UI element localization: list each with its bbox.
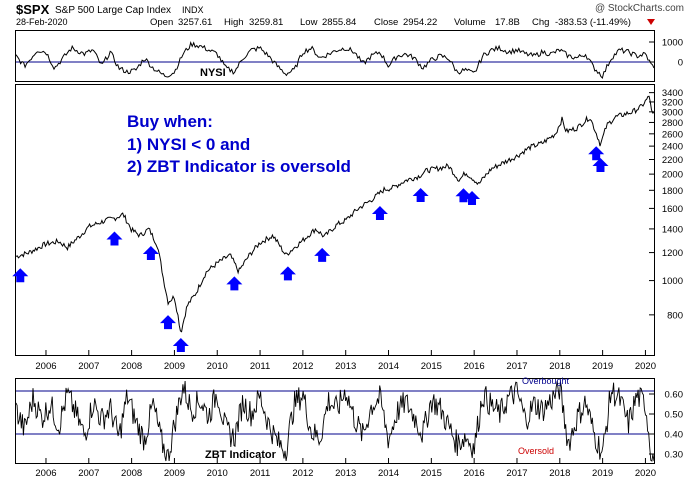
zbt-tick-label: 0.60: [665, 390, 684, 401]
price-tick-label: 3400: [662, 88, 683, 99]
buy-signal-arrow-icon: [464, 190, 481, 205]
year-label: 2006: [35, 468, 56, 479]
buy-signal-arrow-icon: [106, 231, 123, 246]
price-tick-label: 2800: [662, 118, 683, 129]
spx-price-line: [15, 95, 655, 333]
price-tick-label: 1600: [662, 204, 683, 215]
close-value: 2954.22: [403, 17, 437, 28]
zbt-title: ZBT Indicator: [205, 449, 277, 461]
buy-signal-arrow-icon: [279, 266, 296, 281]
buy-signal-arrow-icon: [226, 276, 243, 291]
price-tick-label: 2000: [662, 170, 683, 181]
zbt-plot: 0.60 0.50 0.40 0.30: [15, 380, 684, 462]
volume-label: Volume: [454, 17, 486, 28]
year-label: 2020: [635, 468, 656, 479]
chg-value: -383.53 (-11.49%): [555, 17, 631, 28]
open-value: 3257.61: [178, 17, 212, 28]
price-tick-label: 3200: [662, 97, 683, 108]
buy-signal-arrow-icon: [12, 268, 29, 283]
annotation-title: Buy when:: [127, 112, 213, 131]
low-value: 2855.84: [322, 17, 356, 28]
year-label: 2008: [121, 361, 142, 372]
buy-signal-arrow-icon: [592, 157, 609, 172]
year-label: 2012: [292, 468, 313, 479]
year-label: 2010: [207, 468, 228, 479]
buy-signal-arrow-icon: [412, 188, 429, 203]
year-label: 2017: [506, 468, 527, 479]
year-label: 2007: [78, 468, 99, 479]
price-tick-label: 2600: [662, 129, 683, 140]
zbt-panel: [15, 378, 655, 464]
buy-signal-arrow-icon: [371, 206, 388, 221]
annotation-line-2: 2) ZBT Indicator is oversold: [127, 157, 351, 176]
volume-value: 17.8B: [495, 17, 520, 28]
buy-signal-arrow-icon: [160, 315, 177, 330]
annotation-line-1: 1) NYSI < 0 and: [127, 135, 250, 154]
year-label: 2011: [250, 361, 270, 372]
price-tick-label: 800: [667, 310, 683, 321]
low-label: Low: [300, 17, 318, 28]
nysi-plot: 1000 0: [15, 38, 683, 79]
open-label: Open: [150, 17, 173, 28]
year-label: 2015: [421, 468, 442, 479]
buy-signal-arrow-icon: [314, 247, 331, 262]
year-label: 2008: [121, 468, 142, 479]
price-plot: 8001000120014001600180020002200240026002…: [12, 88, 683, 352]
chg-label: Chg: [532, 17, 549, 28]
nysi-tick-label: 1000: [662, 38, 683, 49]
buy-signal-arrow-icon: [588, 146, 605, 161]
year-label: 2018: [549, 468, 570, 479]
ticker-symbol: $SPX: [16, 2, 50, 17]
index-name: S&P 500 Large Cap Index: [55, 5, 171, 16]
close-label: Close: [374, 17, 398, 28]
price-tick-label: 3000: [662, 107, 683, 118]
zbt-tick-label: 0.30: [665, 450, 684, 461]
year-label: 2009: [164, 468, 185, 479]
year-label: 2010: [207, 361, 228, 372]
year-label: 2016: [464, 361, 485, 372]
year-label: 2012: [292, 361, 313, 372]
year-label: 2013: [335, 468, 356, 479]
x-axis-labels: 2006 2006 2007 2007 2008 2008 2009 2009 2010 2010…: [35, 350, 656, 479]
zbt-tick-label: 0.50: [665, 410, 684, 421]
exchange-label: INDX: [182, 5, 204, 15]
year-label: 2020: [635, 361, 656, 372]
year-label: 2009: [164, 361, 185, 372]
buy-signal-arrow-icon: [142, 245, 159, 260]
nysi-line: [15, 40, 655, 79]
zbt-line: [15, 380, 655, 462]
price-tick-label: 1800: [662, 186, 683, 197]
year-label: 2011: [250, 468, 270, 479]
price-tick-label: 1400: [662, 224, 683, 235]
high-value: 3259.81: [249, 17, 283, 28]
price-tick-label: 1200: [662, 248, 683, 259]
year-label: 2019: [592, 361, 613, 372]
down-triangle-icon: [647, 19, 655, 25]
high-label: High: [224, 17, 244, 28]
year-label: 2014: [378, 468, 399, 479]
price-tick-label: 2200: [662, 155, 683, 166]
overbought-label: Overbought: [522, 376, 570, 386]
stockcharts-watermark: @ StockCharts.com: [595, 3, 684, 14]
year-label: 2016: [464, 468, 485, 479]
year-label: 2007: [78, 361, 99, 372]
year-label: 2019: [592, 468, 613, 479]
nysi-panel: [15, 30, 655, 82]
oversold-label: Oversold: [518, 446, 554, 456]
year-label: 2017: [506, 361, 527, 372]
year-label: 2006: [35, 361, 56, 372]
year-label: 2018: [549, 361, 570, 372]
year-label: 2015: [421, 361, 442, 372]
price-tick-label: 2400: [662, 142, 683, 153]
year-label: 2014: [378, 361, 399, 372]
nysi-title: NYSI: [200, 67, 226, 79]
price-tick-label: 1000: [662, 276, 683, 287]
price-panel: [15, 84, 655, 356]
year-label: 2013: [335, 361, 356, 372]
buy-signal-arrow-icon: [172, 338, 189, 352]
zbt-tick-label: 0.40: [665, 430, 684, 441]
nysi-tick-label: 0: [678, 58, 683, 69]
chart-date: 28-Feb-2020: [16, 17, 68, 27]
